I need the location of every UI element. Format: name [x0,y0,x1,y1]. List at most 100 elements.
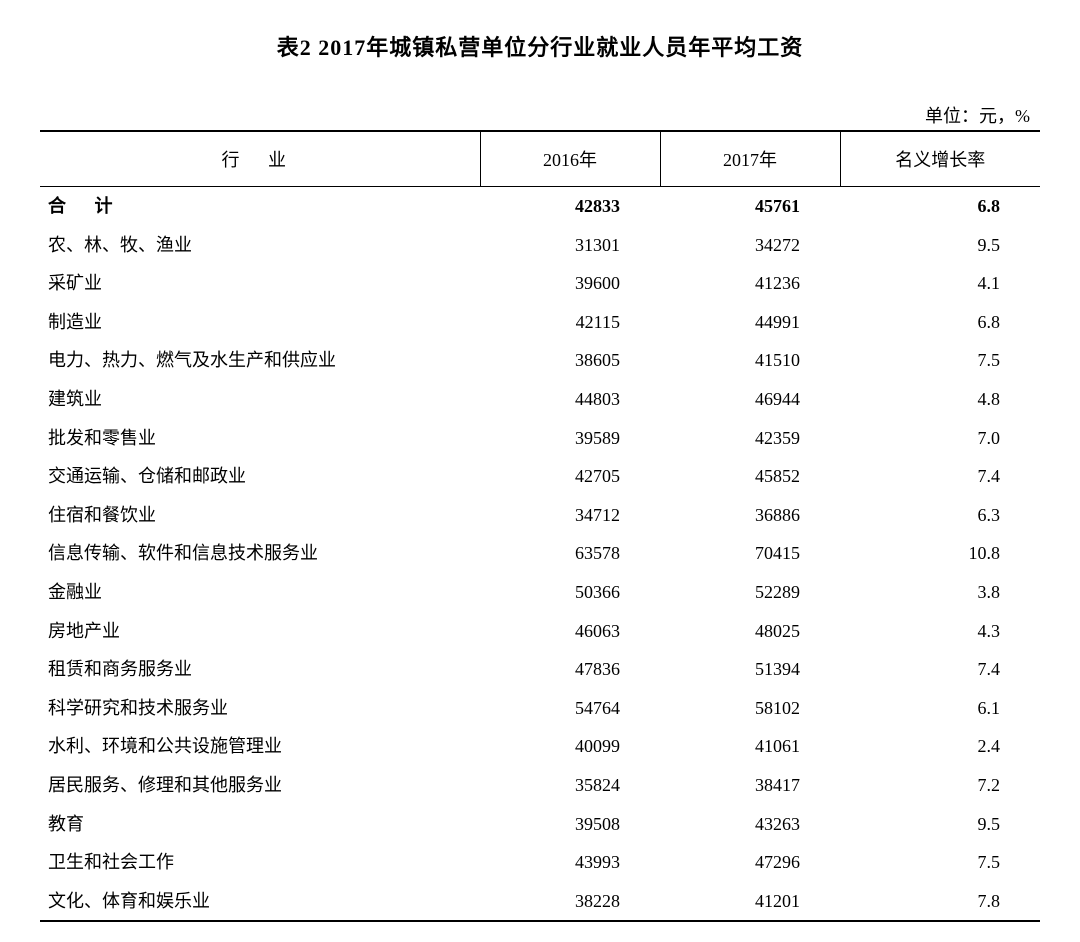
industry-cell: 卫生和社会工作 [40,843,480,882]
y2016-cell: 42115 [480,303,660,342]
industry-cell: 文化、体育和娱乐业 [40,882,480,922]
y2016-cell: 38605 [480,341,660,380]
growth-cell: 7.8 [840,882,1040,922]
y2017-cell: 41061 [660,727,840,766]
header-row: 行 业 2016年 2017年 名义增长率 [40,131,1040,187]
industry-cell: 建筑业 [40,380,480,419]
y2016-cell: 39600 [480,264,660,303]
y2017-cell: 38417 [660,766,840,805]
y2017-cell: 41510 [660,341,840,380]
y2016-cell: 39508 [480,805,660,844]
y2016-cell: 50366 [480,573,660,612]
industry-cell: 批发和零售业 [40,419,480,458]
col-growth: 名义增长率 [840,131,1040,187]
growth-cell: 2.4 [840,727,1040,766]
col-2016: 2016年 [480,131,660,187]
growth-cell: 9.5 [840,805,1040,844]
table-row: 居民服务、修理和其他服务业35824384177.2 [40,766,1040,805]
industry-cell: 房地产业 [40,612,480,651]
y2016-cell: 63578 [480,534,660,573]
industry-cell: 科学研究和技术服务业 [40,689,480,728]
y2016-cell: 42705 [480,457,660,496]
industry-cell: 租赁和商务服务业 [40,650,480,689]
table-row: 住宿和餐饮业34712368866.3 [40,496,1040,535]
y2016-cell: 40099 [480,727,660,766]
growth-cell: 4.1 [840,264,1040,303]
growth-cell: 7.5 [840,843,1040,882]
table-row: 水利、环境和公共设施管理业40099410612.4 [40,727,1040,766]
industry-cell: 电力、热力、燃气及水生产和供应业 [40,341,480,380]
growth-cell: 4.8 [840,380,1040,419]
y2016-cell: 34712 [480,496,660,535]
y2017-cell: 42359 [660,419,840,458]
table-row: 交通运输、仓储和邮政业42705458527.4 [40,457,1040,496]
industry-cell: 采矿业 [40,264,480,303]
growth-cell: 9.5 [840,226,1040,265]
total-row: 合 计 42833 45761 6.8 [40,187,1040,226]
unit-label: 单位：元，% [40,102,1040,128]
growth-cell: 7.0 [840,419,1040,458]
table-row: 房地产业46063480254.3 [40,612,1040,651]
y2017-cell: 47296 [660,843,840,882]
y2017-cell: 70415 [660,534,840,573]
growth-cell: 4.3 [840,612,1040,651]
growth-cell: 7.4 [840,650,1040,689]
y2017-cell: 51394 [660,650,840,689]
y2016-cell: 54764 [480,689,660,728]
growth-cell: 3.8 [840,573,1040,612]
y2016-cell: 39589 [480,419,660,458]
y2017-cell: 48025 [660,612,840,651]
table-row: 采矿业39600412364.1 [40,264,1040,303]
y2017-cell: 41236 [660,264,840,303]
y2016-cell: 44803 [480,380,660,419]
growth-cell: 6.1 [840,689,1040,728]
col-2017: 2017年 [660,131,840,187]
industry-cell: 水利、环境和公共设施管理业 [40,727,480,766]
industry-cell: 金融业 [40,573,480,612]
industry-cell: 住宿和餐饮业 [40,496,480,535]
y2016-cell: 46063 [480,612,660,651]
table-row: 租赁和商务服务业47836513947.4 [40,650,1040,689]
table-row: 批发和零售业39589423597.0 [40,419,1040,458]
y2016-cell: 43993 [480,843,660,882]
growth-cell: 10.8 [840,534,1040,573]
y2017-cell: 52289 [660,573,840,612]
wage-table: 行 业 2016年 2017年 名义增长率 合 计 42833 45761 6.… [40,130,1040,922]
table-row: 科学研究和技术服务业54764581026.1 [40,689,1040,728]
table-row: 电力、热力、燃气及水生产和供应业38605415107.5 [40,341,1040,380]
industry-cell: 交通运输、仓储和邮政业 [40,457,480,496]
y2017-cell: 58102 [660,689,840,728]
col-industry: 行 业 [40,131,480,187]
industry-cell: 居民服务、修理和其他服务业 [40,766,480,805]
industry-cell: 农、林、牧、渔业 [40,226,480,265]
total-growth: 6.8 [840,187,1040,226]
y2017-cell: 44991 [660,303,840,342]
growth-cell: 6.8 [840,303,1040,342]
table-row: 制造业42115449916.8 [40,303,1040,342]
y2017-cell: 36886 [660,496,840,535]
total-2016: 42833 [480,187,660,226]
industry-cell: 制造业 [40,303,480,342]
y2017-cell: 41201 [660,882,840,922]
y2017-cell: 43263 [660,805,840,844]
growth-cell: 6.3 [840,496,1040,535]
y2017-cell: 34272 [660,226,840,265]
table-row: 教育39508432639.5 [40,805,1040,844]
y2016-cell: 35824 [480,766,660,805]
table-body: 合 计 42833 45761 6.8 农、林、牧、渔业31301342729.… [40,187,1040,922]
total-2017: 45761 [660,187,840,226]
table-title: 表2 2017年城镇私营单位分行业就业人员年平均工资 [40,30,1040,62]
total-label: 合 计 [40,187,480,226]
growth-cell: 7.5 [840,341,1040,380]
table-row: 卫生和社会工作43993472967.5 [40,843,1040,882]
y2016-cell: 47836 [480,650,660,689]
y2017-cell: 46944 [660,380,840,419]
growth-cell: 7.4 [840,457,1040,496]
growth-cell: 7.2 [840,766,1040,805]
industry-cell: 信息传输、软件和信息技术服务业 [40,534,480,573]
table-row: 文化、体育和娱乐业38228412017.8 [40,882,1040,922]
y2017-cell: 45852 [660,457,840,496]
y2016-cell: 38228 [480,882,660,922]
table-row: 金融业50366522893.8 [40,573,1040,612]
table-row: 农、林、牧、渔业31301342729.5 [40,226,1040,265]
